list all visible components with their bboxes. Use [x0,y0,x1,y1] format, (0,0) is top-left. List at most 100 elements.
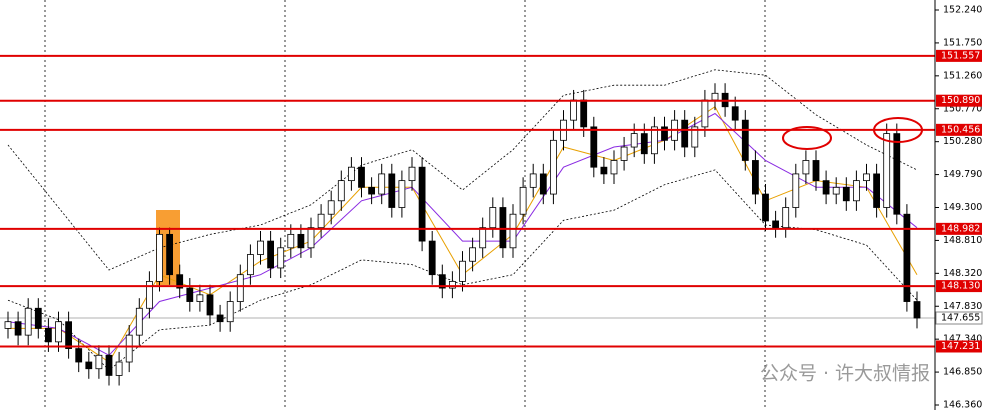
candle-body [145,280,153,309]
candle-body [459,260,466,282]
candle-body [580,99,588,128]
y-tick-label: 152.240 [943,5,982,16]
level-label-box [936,123,982,136]
candle-body [469,247,477,262]
candle-body [782,207,790,229]
y-tick-label: 147.340 [943,334,982,345]
candle-body [893,133,901,215]
candle-body [337,180,345,202]
candle-body [752,160,759,195]
candle-body [55,321,62,343]
level-label-box [936,222,982,235]
candle-body [620,146,628,161]
candle-body [701,99,709,128]
y-tick-label: 151.750 [943,37,982,48]
candle-body [408,166,416,182]
y-tick-label: 148.320 [943,268,982,279]
candle-body [246,254,254,276]
candle-body [317,213,325,229]
y-tick-label: 146.850 [943,367,982,378]
level-label: 148.982 [941,223,980,234]
candle-body [267,240,275,269]
candle-body [438,274,446,289]
candle-body [741,119,749,161]
candle-body [24,307,32,336]
candle-body [368,186,376,195]
candle-body [196,294,204,302]
candle-body [34,307,42,329]
y-tick-label: 148.810 [943,235,982,246]
level-label: 147.231 [941,341,980,352]
candle-body [832,186,840,195]
candle-body [388,173,396,208]
current-price-label: 147.655 [941,313,980,324]
y-tick-label: 150.280 [943,136,982,147]
candle-body [135,307,143,336]
candle-body [105,354,113,376]
level-label-box [936,94,982,107]
y-tick-label: 149.790 [943,169,982,180]
candle-body [590,126,598,168]
candle-body [550,139,557,195]
level-label-box [936,49,982,62]
candle-body [378,173,386,195]
candle-body [14,321,22,336]
level-label: 150.456 [941,124,980,135]
candle-body [661,126,668,141]
candle-body [529,173,537,188]
level-label: 148.130 [941,281,980,292]
candle-body [762,193,769,222]
candle-body [792,173,800,208]
y-tick-label: 151.260 [943,70,982,81]
candle-body [600,166,608,175]
candle-body [479,227,487,249]
y-tick-label: 149.300 [943,202,982,213]
candle-body [45,328,52,343]
candle-body [307,227,315,249]
watermark: 公众号 · 许大叔情报 [760,363,930,385]
candle-body [358,166,365,188]
candle-body [428,240,436,276]
candle-body [115,361,123,376]
candle-body [75,348,83,363]
candle-body [570,99,577,121]
candle-body [853,180,860,202]
candle-body [347,166,355,182]
candle-body [731,106,739,121]
candle-body [277,247,285,269]
candle-body [226,301,234,323]
candle-body [509,213,517,249]
candle-body [448,280,456,289]
candle-body [610,160,618,175]
candle-body [95,354,103,370]
candle-body [216,314,224,323]
y-tick-label: 146.360 [943,400,982,411]
level-label: 151.557 [941,50,980,61]
candle-body [711,92,719,101]
y-tick-label: 150.770 [943,103,982,114]
marks [0,54,935,386]
level-label: 150.890 [941,95,980,106]
highlight-ellipse [873,117,923,143]
candle-body [206,294,214,316]
candle-body [156,233,163,282]
candle-body [539,173,547,195]
candle-body [236,274,244,302]
candle-body [772,220,779,229]
candle-body [327,200,335,215]
candle-body [287,233,295,249]
indicator-ma-slow [7,112,918,356]
level-label-box [936,340,982,353]
candle-body [125,334,133,363]
candle-body [65,321,72,349]
candle-body [489,207,497,229]
candle-body [903,213,911,302]
y-axis: 146.360 146.850 147.340 147.830 148.320 148.8… [935,5,982,411]
candle-body [630,133,638,148]
candle-body [691,126,699,148]
candle-body [4,321,12,329]
candle-body [651,126,658,155]
